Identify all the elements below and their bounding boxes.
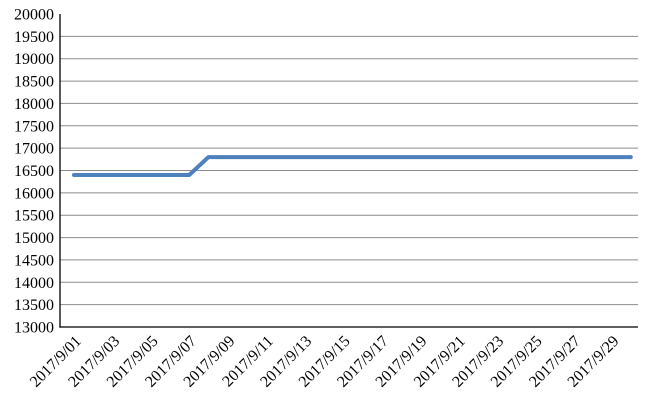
x-axis-labels: 2017/9/012017/9/032017/9/052017/9/072017… xyxy=(27,333,623,391)
axes xyxy=(59,14,638,328)
y-tick-label: 17000 xyxy=(14,141,54,158)
y-axis-labels: 20000 19500 19000 18500 18000 17500 17000 16500… xyxy=(14,7,54,337)
data-series-series1 xyxy=(72,155,633,177)
series-line xyxy=(72,155,633,177)
y-tick-label: 19500 xyxy=(14,29,54,46)
y-tick-label: 18000 xyxy=(14,96,54,113)
y-tick-label: 19000 xyxy=(14,51,54,68)
y-tick-label: 13000 xyxy=(14,320,54,337)
y-tick-label: 20000 xyxy=(14,7,54,24)
y-tick-label: 13500 xyxy=(14,297,54,314)
y-tick-label: 16000 xyxy=(14,185,54,202)
y-tick-label: 15000 xyxy=(14,230,54,247)
y-tick-label: 17500 xyxy=(14,118,54,135)
y-tick-label: 14000 xyxy=(14,275,54,292)
y-tick-label: 18500 xyxy=(14,74,54,91)
y-tick-label: 16500 xyxy=(14,163,54,180)
y-tick-label: 14500 xyxy=(14,252,54,269)
y-tick-label: 15500 xyxy=(14,208,54,225)
gridlines xyxy=(60,35,638,306)
